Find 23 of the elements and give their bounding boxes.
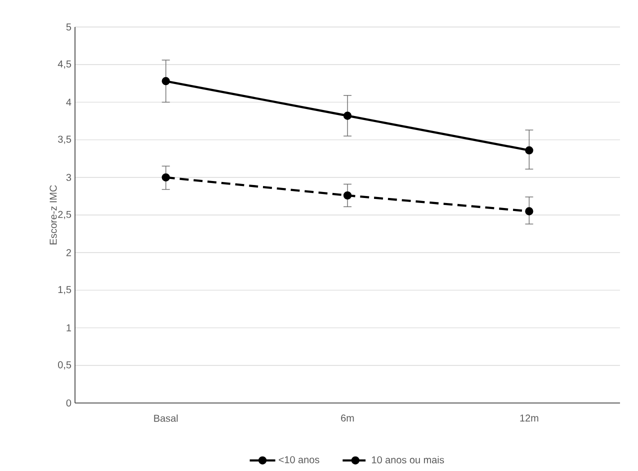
point xyxy=(343,112,352,120)
x-tick-label: 12m xyxy=(520,414,538,422)
y-axis-title: Escore-z IMC xyxy=(50,185,57,244)
y-tick-label: 5 xyxy=(66,24,72,30)
y-tick-label: 4,5 xyxy=(58,60,72,69)
y-tick-label: 2 xyxy=(66,249,71,256)
y-tick-label: 3 xyxy=(66,174,72,181)
point xyxy=(525,207,534,216)
y-tick-label: 2,5 xyxy=(58,210,72,220)
y-tick-label: 0,5 xyxy=(58,361,72,370)
legend-label: <10 anos xyxy=(278,456,320,464)
legend-label: 10 anos ou mais xyxy=(372,456,444,464)
x-tick-label: 6m xyxy=(341,414,354,422)
x-tick-label: Basal xyxy=(154,414,178,422)
point xyxy=(525,146,534,154)
point xyxy=(162,173,170,182)
y-tick-label: 3,5 xyxy=(58,136,72,144)
y-tick-label: 4 xyxy=(66,98,72,106)
y-tick-label: 1 xyxy=(66,324,72,332)
y-tick-label: 1,5 xyxy=(58,286,72,294)
y-tick-label: 0 xyxy=(66,399,72,407)
point xyxy=(162,77,170,86)
point xyxy=(343,191,352,200)
